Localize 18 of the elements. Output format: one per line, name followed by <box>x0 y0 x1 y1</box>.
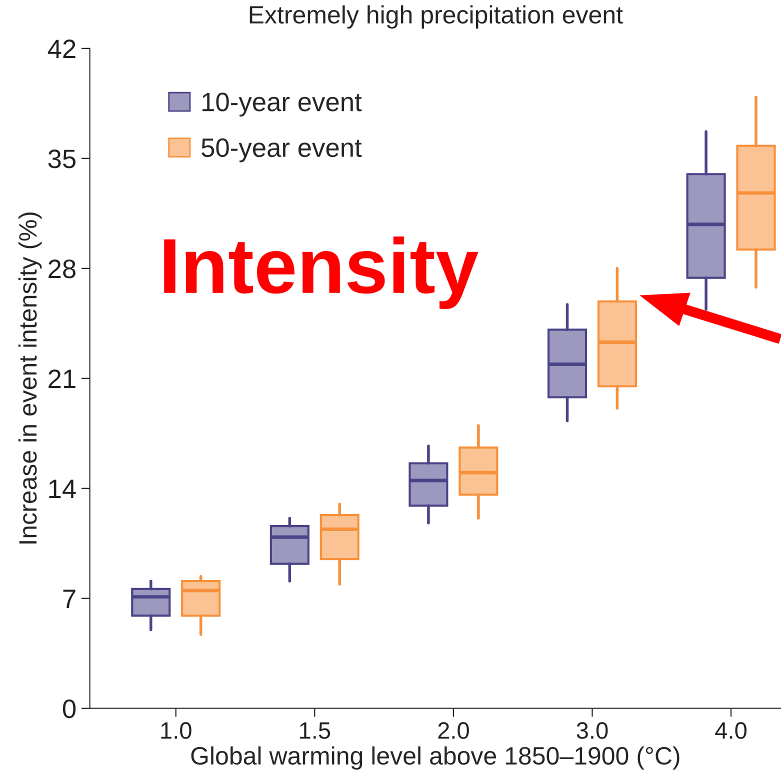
x-tick-label: 4.0 <box>715 722 747 739</box>
x-tick-label: 3.0 <box>576 722 608 739</box>
y-tick-label: 42 <box>48 40 76 58</box>
x-tick-label: 1.0 <box>161 722 192 739</box>
x-tick-label: 2.0 <box>438 722 469 739</box>
legend-label: 50-year event <box>202 138 362 162</box>
y-axis-title: Increase in event intensity (%) <box>18 212 42 544</box>
x-tick-label: 1.5 <box>300 722 330 739</box>
x-axis-title: Global warming level above 1850–1900 (°C) <box>191 746 680 770</box>
y-tick-label: 35 <box>48 150 76 168</box>
y-tick-label: 28 <box>48 260 76 278</box>
y-tick-label: 7 <box>63 590 76 608</box>
y-tick-label: 21 <box>48 370 76 388</box>
legend-label: 10-year event <box>202 92 362 117</box>
y-tick-label: 0 <box>62 700 76 718</box>
chart-title: Extremely high precipitation event <box>250 5 623 29</box>
annotation: Intensity <box>164 236 478 310</box>
y-tick-label: 14 <box>49 480 76 498</box>
